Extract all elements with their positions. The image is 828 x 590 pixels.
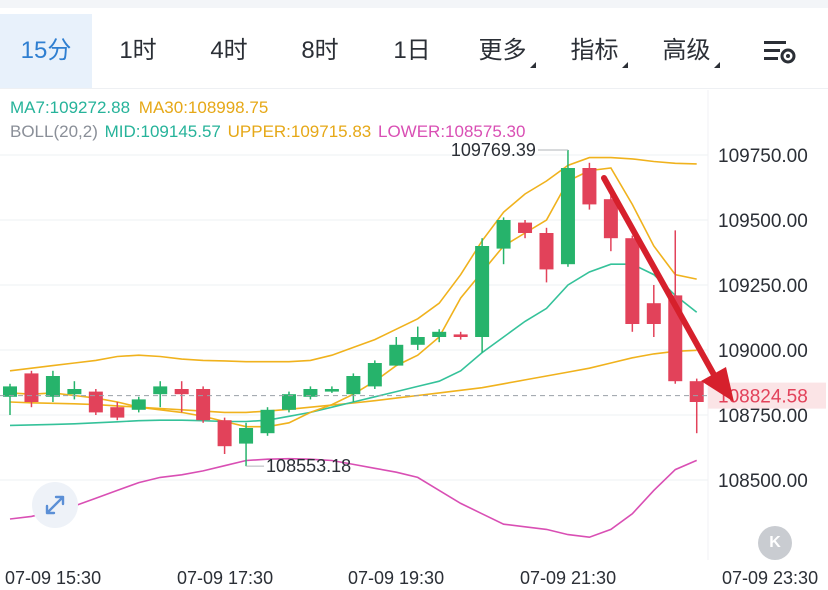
- legend-lower: LOWER:108575.30: [378, 122, 526, 141]
- candle-body: [539, 233, 554, 270]
- current-price-label: 108824.58: [718, 387, 808, 408]
- candle-body: [131, 399, 146, 410]
- trend-arrow-shaft: [601, 175, 721, 385]
- candle-body: [625, 238, 640, 324]
- boll-legend: BOLL(20,2) MID:109145.57 UPPER:109715.83…: [10, 122, 525, 142]
- tab-label: 指标: [570, 37, 619, 64]
- tab-label: 更多: [478, 37, 527, 64]
- dropdown-caret-icon: [529, 62, 536, 68]
- tab-1d[interactable]: 1日: [369, 14, 455, 88]
- candle-body: [603, 199, 618, 239]
- candle-body: [346, 376, 361, 395]
- x-tick-label: 07-09 21:30: [520, 568, 617, 588]
- candle-body: [324, 389, 339, 392]
- y-tick-label: 108500.00: [718, 471, 808, 492]
- tab-8h[interactable]: 8时: [277, 14, 363, 88]
- x-tick-label: 07-09 19:30: [348, 568, 445, 588]
- candle-body: [260, 409, 275, 434]
- candle-body: [646, 303, 661, 324]
- boll-lower-line: [9, 457, 698, 539]
- tab-advanced[interactable]: 高级: [648, 14, 734, 88]
- candle-body: [410, 337, 425, 345]
- tab-label: 1时: [119, 37, 157, 64]
- legend-ma7: MA7:109272.88: [10, 98, 131, 117]
- y-tick-label: 108750.00: [718, 406, 808, 427]
- candle-body: [45, 376, 60, 397]
- x-tick-label: 07-09 23:30: [722, 568, 819, 588]
- candle-body: [88, 391, 103, 413]
- y-tick-label: 109000.00: [718, 341, 808, 362]
- candle-body: [67, 389, 82, 395]
- candle-body: [367, 363, 382, 387]
- tab-15m[interactable]: 15分: [0, 14, 92, 88]
- chart-settings-icon[interactable]: [762, 36, 798, 66]
- candlestick-chart[interactable]: 109750.00 109500.00 109250.00 109000.00 1087…: [0, 90, 828, 560]
- tab-more[interactable]: 更多: [464, 14, 550, 88]
- tab-label: 4时: [210, 37, 248, 64]
- candle-body: [153, 386, 168, 395]
- boll-upper-line: [9, 156, 697, 372]
- candle-body: [560, 168, 575, 265]
- x-tick-label: 07-09 17:30: [177, 568, 274, 588]
- candle-body: [475, 246, 490, 337]
- dropdown-caret-icon: [621, 62, 628, 68]
- scroll-latest-icon: K: [769, 534, 781, 551]
- y-tick-label: 109250.00: [718, 276, 808, 297]
- candle-body: [110, 407, 125, 418]
- candle-body: [389, 344, 404, 366]
- tab-label: 高级: [662, 37, 711, 64]
- tab-label: 8时: [301, 37, 339, 64]
- tab-4h[interactable]: 4时: [186, 14, 272, 88]
- y-tick-label: 109750.00: [718, 146, 808, 167]
- expand-icon: [45, 495, 65, 515]
- candle-body: [518, 222, 533, 233]
- trend-arrow-head: [701, 367, 734, 402]
- scroll-latest-button[interactable]: K: [758, 526, 792, 560]
- candle-body: [196, 389, 211, 421]
- candle-body: [3, 386, 17, 397]
- interval-tab-bar: 15分 1时 4时 8时 1日 更多 指标 高级: [0, 14, 828, 88]
- candle-body: [174, 389, 189, 395]
- tab-indicators[interactable]: 指标: [556, 14, 642, 88]
- tab-label: 15分: [20, 37, 72, 64]
- candle-body: [239, 428, 254, 444]
- expand-button[interactable]: [32, 482, 78, 528]
- legend-ma30: MA30:108998.75: [138, 98, 269, 117]
- candle-body: [582, 168, 597, 205]
- candle-body: [281, 394, 296, 410]
- low-price-label: 108553.18: [266, 456, 351, 476]
- candle-body: [432, 331, 447, 337]
- top-strip: [0, 0, 828, 8]
- tab-label: 1日: [393, 37, 431, 64]
- candle-body: [217, 420, 232, 447]
- x-tick-label: 07-09 15:30: [5, 568, 102, 588]
- candle-body: [496, 220, 511, 249]
- tab-1h[interactable]: 1时: [95, 14, 181, 88]
- candle-body: [303, 389, 318, 397]
- legend-boll: BOLL(20,2): [10, 122, 98, 141]
- y-tick-label: 109500.00: [718, 211, 808, 232]
- dropdown-caret-icon: [713, 62, 720, 68]
- legend-upper: UPPER:109715.83: [227, 122, 372, 141]
- tab-divider: [0, 88, 828, 89]
- candle-body: [689, 381, 704, 402]
- high-price-label: 109769.39: [451, 140, 536, 160]
- ma-legend: MA7:109272.88 MA30:108998.75: [10, 98, 268, 118]
- ma30-line: [9, 349, 697, 414]
- candle-body: [24, 373, 39, 402]
- candle-body: [453, 334, 468, 337]
- legend-mid: MID:109145.57: [104, 122, 221, 141]
